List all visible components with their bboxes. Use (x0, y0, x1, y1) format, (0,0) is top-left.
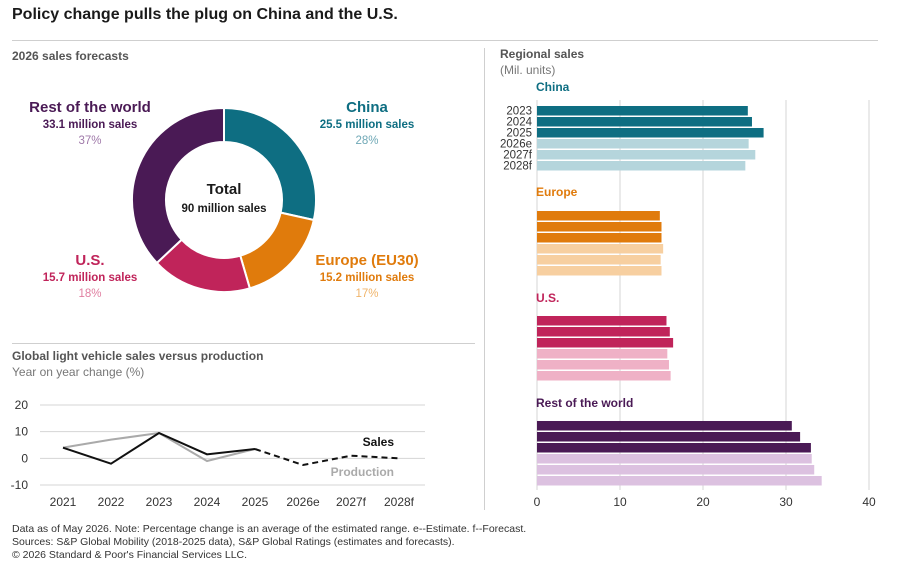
bar-0-0 (537, 106, 748, 116)
bar-xtick-2: 20 (696, 495, 710, 509)
bar-0-2 (537, 128, 764, 138)
donut-sales-3: 33.1 million sales (43, 119, 138, 131)
bar-3-0 (537, 421, 792, 431)
line-xtick-3: 2024 (194, 495, 221, 509)
sales-series-line (62, 431, 256, 465)
line-section-title: Global light vehicle sales versus produc… (12, 349, 264, 363)
bar-xtick-3: 30 (779, 495, 793, 509)
bar-xtick-1: 10 (613, 495, 627, 509)
page-title: Policy change pulls the plug on China an… (12, 6, 398, 23)
donut-pct-1: 17% (355, 288, 378, 300)
donut-pct-2: 18% (78, 288, 101, 300)
left-section-divider (12, 343, 475, 344)
donut-label-1: Europe (EU30) (315, 252, 418, 269)
bar-2-3 (537, 349, 668, 359)
bar-0-4 (537, 150, 756, 160)
bar-0-5 (537, 161, 746, 171)
bar-3-3 (537, 454, 812, 464)
footer-sources: Sources: S&P Global Mobility (2018-2025 … (12, 536, 455, 548)
donut-sales-1: 15.2 million sales (320, 272, 415, 284)
donut-section-title: 2026 sales forecasts (12, 49, 129, 63)
bar-category-label-2: 2025 (506, 128, 532, 140)
footer-note: Data as of May 2026. Note: Percentage ch… (12, 523, 527, 535)
bar-panel-label-3: Rest of the world (536, 396, 633, 410)
bar-chart: 0 10 20 30 40 China 2023202420252026e2027f2028… (500, 80, 876, 509)
bar-2-2 (537, 338, 674, 348)
bar-2-5 (537, 371, 671, 381)
donut-label-2: U.S. (75, 252, 104, 269)
sales-series-label: Sales (363, 435, 395, 449)
bar-0-1 (537, 117, 752, 127)
bar-1-5 (537, 266, 662, 276)
line-xtick-7: 2028f (384, 495, 415, 509)
line-ytick-2: 0 (21, 451, 28, 465)
line-ytick-0: 20 (15, 398, 29, 412)
bar-panel-label-1: Europe (536, 185, 578, 199)
bar-2-0 (537, 316, 667, 326)
line-section-subtitle: Year on year change (%) (12, 365, 145, 379)
bar-category-label-4: 2027f (503, 150, 533, 162)
line-xtick-4: 2025 (242, 495, 269, 509)
line-xtick-6: 2027f (336, 495, 367, 509)
bar-panel-label-0: China (536, 80, 570, 94)
donut-slice-1 (239, 211, 315, 290)
donut-label-3: Rest of the world (29, 99, 151, 116)
donut-center-title: Total (207, 181, 242, 198)
donut-center-subtitle: 90 million sales (181, 203, 266, 215)
vertical-divider (484, 48, 485, 510)
title-divider (12, 40, 878, 41)
line-chart: 20 10 0 -10 2021 2022 2023 2024 2025 2026e 2027f 20… (11, 398, 425, 509)
bar-1-3 (537, 244, 664, 254)
bar-xtick-0: 0 (534, 495, 541, 509)
footer-copyright: © 2026 Standard & Poor's Financial Servi… (12, 549, 248, 561)
bar-3-5 (537, 476, 822, 486)
line-ytick-3: -10 (11, 478, 29, 492)
bar-category-label-5: 2028f (503, 161, 533, 173)
bar-category-label-0: 2023 (506, 106, 532, 118)
sales-series-forecast-line (254, 448, 400, 467)
donut-sales-0: 25.5 million sales (320, 119, 415, 131)
footer: Data as of May 2026. Note: Percentage ch… (12, 523, 526, 562)
bar-1-2 (537, 233, 662, 243)
bar-3-4 (537, 465, 815, 475)
donut-pct-3: 37% (78, 135, 101, 147)
bar-category-label-1: 2024 (506, 117, 532, 129)
production-series-label: Production (331, 465, 394, 479)
bar-1-1 (537, 222, 662, 232)
bar-1-4 (537, 255, 661, 265)
bar-3-2 (537, 443, 811, 453)
donut-chart: Total 90 million sales China 25.5 million s… (29, 99, 419, 300)
donut-sales-2: 15.7 million sales (43, 272, 138, 284)
donut-pct-0: 28% (355, 135, 378, 147)
bar-panel-label-2: U.S. (536, 291, 559, 305)
bar-1-0 (537, 211, 660, 221)
bar-2-4 (537, 360, 669, 370)
bar-0-3 (537, 139, 749, 149)
bar-3-1 (537, 432, 801, 442)
line-xtick-2: 2023 (146, 495, 173, 509)
bar-category-label-3: 2026e (500, 139, 532, 151)
line-xtick-5: 2026e (286, 495, 320, 509)
donut-slice-3 (131, 106, 225, 265)
bar-xtick-4: 40 (862, 495, 876, 509)
line-xtick-0: 2021 (50, 495, 77, 509)
line-xtick-1: 2022 (98, 495, 125, 509)
bar-section-title: Regional sales (500, 47, 585, 61)
bar-section-subtitle: (Mil. units) (500, 63, 556, 77)
donut-label-0: China (346, 99, 388, 116)
bar-2-1 (537, 327, 670, 337)
line-ytick-1: 10 (15, 425, 29, 439)
